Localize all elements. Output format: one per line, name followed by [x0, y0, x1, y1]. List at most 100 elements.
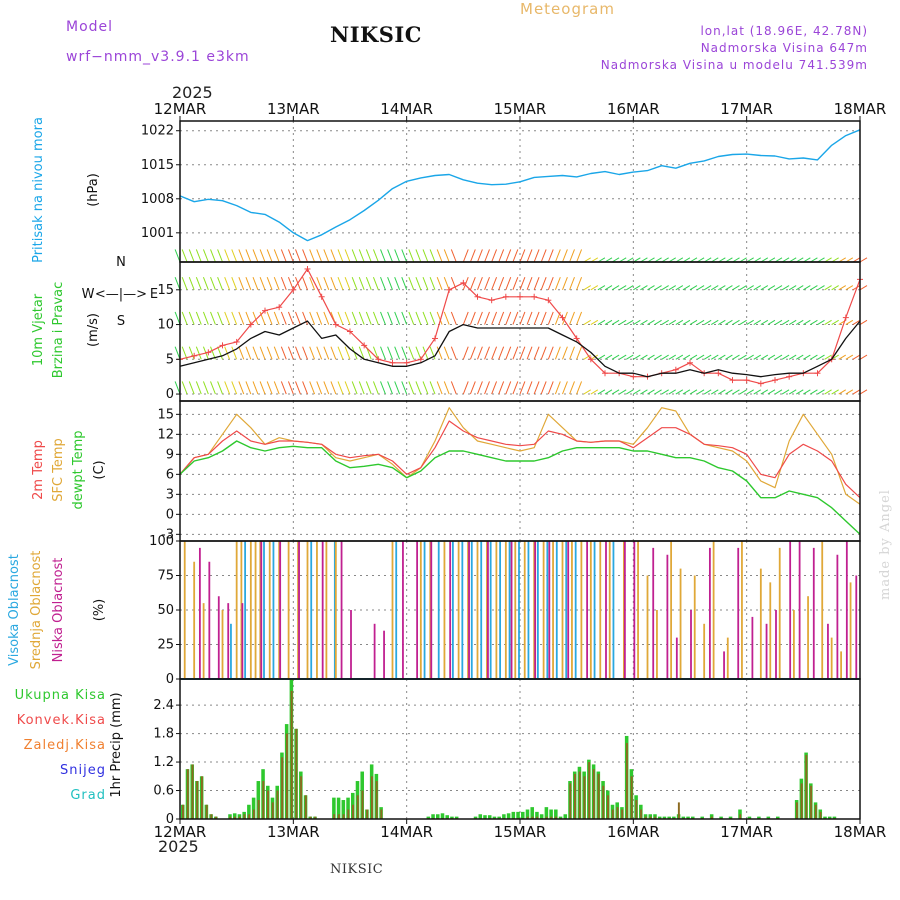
compass-north: N: [116, 255, 126, 270]
wind-barb: [365, 311, 372, 325]
wind-barb: [217, 311, 223, 325]
y-tick-label: 1.8: [153, 727, 174, 742]
wind-barb: [569, 249, 575, 263]
station-title: NIKSIC: [330, 22, 422, 47]
convective-precip-bar: [337, 814, 340, 819]
wind-barb: [725, 389, 733, 395]
wind-barb: [810, 285, 818, 291]
wind-barb: [512, 346, 519, 360]
wind-barb: [365, 277, 372, 290]
pressure-unit: (hPa): [86, 173, 101, 207]
wind-barb: [316, 381, 323, 395]
wind-barb: [696, 354, 705, 360]
wind-barb: [788, 389, 797, 395]
wind-barb: [380, 311, 386, 325]
wind-barb: [429, 249, 436, 263]
wind-barb: [181, 381, 188, 395]
wind-barb: [831, 389, 839, 395]
wind-barb: [718, 389, 726, 395]
convective-precip-bar: [196, 781, 199, 819]
cloud-axis-title-1: Visoka Oblacnost: [7, 554, 22, 666]
total-precip-bar: [766, 816, 771, 819]
wind-barb: [344, 346, 351, 360]
wind-barb: [351, 249, 358, 263]
total-precip-bar: [506, 813, 511, 819]
wind-barb: [824, 319, 832, 325]
wind-barb: [231, 249, 238, 263]
wind-barb: [633, 285, 641, 291]
wind-barb: [718, 285, 726, 291]
wind-barb: [477, 249, 483, 263]
wind-barb: [498, 346, 505, 360]
wind-barb: [590, 285, 599, 291]
wind-barb: [760, 285, 769, 291]
wind-barb: [682, 319, 691, 325]
wind-barb: [569, 277, 575, 290]
wind-barb: [259, 277, 266, 290]
total-precip-bar: [237, 814, 242, 819]
wind-barb: [408, 311, 415, 325]
cloud-axis-title-3: Niska Oblacnost: [51, 558, 66, 663]
y-tick-label: 100: [149, 534, 174, 549]
convective-precip-bar: [602, 785, 605, 819]
wind-barb: [491, 277, 498, 290]
wind-barb: [469, 311, 476, 325]
wind-barb: [859, 285, 868, 291]
precip-legend-item: Ukupna Kisa: [15, 688, 106, 703]
wind-barb: [526, 277, 533, 290]
convective-precip-bar: [210, 814, 213, 819]
wind-barb: [358, 346, 365, 360]
wind-barb: [462, 277, 469, 290]
wind-barb: [590, 319, 599, 325]
wind-barb: [195, 277, 202, 290]
wind-barb: [661, 354, 669, 360]
wind-barb: [429, 346, 436, 360]
total-precip-bar: [563, 814, 568, 819]
date-label-top: 15MAR: [494, 100, 547, 118]
date-label-top: 18MAR: [834, 100, 887, 118]
wind-barb: [618, 389, 627, 395]
wind-barb: [450, 381, 457, 395]
wind-barb: [583, 319, 592, 325]
wind-barb: [372, 311, 379, 325]
wind-barb: [181, 277, 188, 290]
total-precip-bar: [681, 816, 686, 819]
wind-barb: [372, 277, 379, 290]
wind-barb: [252, 249, 259, 263]
wind-barb: [245, 249, 252, 263]
wind-barb: [450, 346, 457, 360]
wind-barb: [436, 311, 443, 325]
wind-barb: [512, 277, 519, 290]
convective-precip-bar: [347, 809, 350, 819]
convective-precip-bar: [531, 816, 534, 819]
wind-barb: [217, 381, 223, 395]
total-precip-bar: [502, 814, 506, 819]
wind-barb: [231, 277, 238, 290]
wind-barb: [188, 311, 195, 325]
total-precip-bar: [653, 814, 657, 819]
wind-barb: [689, 285, 698, 291]
wind-barb: [505, 311, 512, 325]
wind-barb: [429, 311, 436, 325]
wind-barb: [415, 249, 422, 263]
wind-barb: [387, 277, 393, 290]
wind-barb: [408, 277, 415, 290]
wind-barb: [401, 381, 408, 395]
wind-barb: [224, 277, 231, 290]
cloud-unit: (%): [92, 599, 107, 622]
wind-barb: [174, 346, 181, 360]
wind-barb: [505, 277, 512, 290]
convective-precip-bar: [625, 743, 628, 819]
wind-barb: [380, 346, 386, 360]
wind-barb: [323, 249, 330, 263]
wind-barb: [217, 277, 223, 290]
convective-precip-bar: [182, 804, 185, 819]
wind-barb: [533, 381, 540, 395]
wind-barb: [824, 354, 832, 360]
y-tick-label: 9: [166, 447, 174, 462]
total-precip-bar: [643, 814, 648, 819]
wind-barb: [633, 389, 641, 395]
wind-barb: [273, 346, 280, 360]
wind-barb: [817, 285, 825, 291]
